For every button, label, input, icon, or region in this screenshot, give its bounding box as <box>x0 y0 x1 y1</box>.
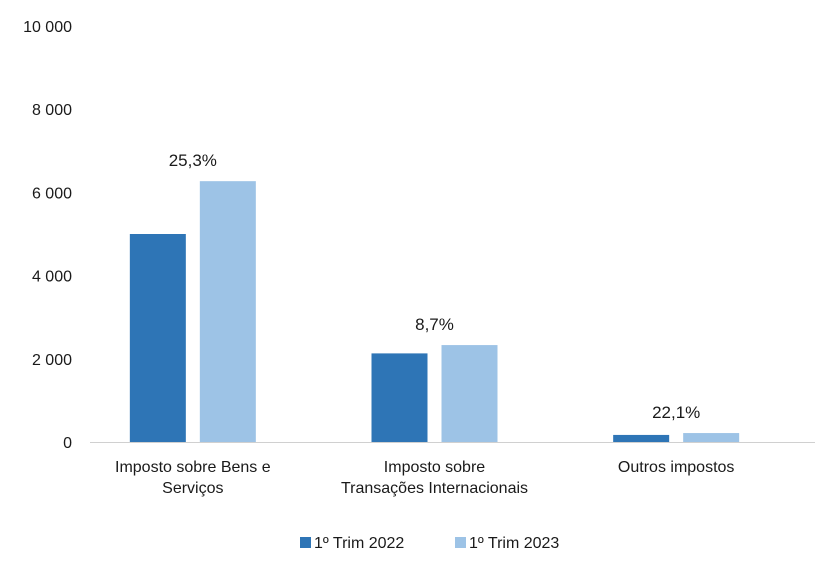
category-label: Outros impostos <box>618 459 734 476</box>
bar-trim-2023 <box>199 181 256 442</box>
category-label: Imposto sobre <box>384 459 485 476</box>
legend-swatch <box>455 537 466 548</box>
bar-trim-2023 <box>441 345 498 442</box>
y-tick-label: 6 000 <box>32 185 72 202</box>
y-tick-label: 4 000 <box>32 269 72 286</box>
bar-trim-2023 <box>683 433 740 442</box>
bars <box>129 181 740 442</box>
y-axis: 0 2 000 4 000 6 000 8 000 10 000 <box>23 19 72 452</box>
y-tick-label: 2 000 <box>32 352 72 369</box>
bar-trim-2022 <box>129 234 186 442</box>
legend-label: 1º Trim 2023 <box>469 535 559 552</box>
legend-label: 1º Trim 2022 <box>314 535 404 552</box>
bar-trim-2022 <box>613 434 670 442</box>
annotations: 25,3% 8,7% 22,1% <box>169 151 701 422</box>
category-label: Transações Internacionais <box>341 480 528 497</box>
category-label: Imposto sobre Bens e <box>115 459 271 476</box>
y-tick-label: 10 000 <box>23 19 72 36</box>
y-tick-label: 8 000 <box>32 102 72 119</box>
growth-annotation: 25,3% <box>169 151 217 170</box>
legend-swatch <box>300 537 311 548</box>
bar-trim-2022 <box>371 353 428 442</box>
category-label: Serviços <box>162 480 223 497</box>
growth-annotation: 8,7% <box>415 315 454 334</box>
category-labels: Imposto sobre Bens e Serviços Imposto sobr… <box>115 459 734 497</box>
growth-annotation: 22,1% <box>652 403 700 422</box>
legend: 1º Trim 2022 1º Trim 2023 <box>300 535 559 552</box>
y-tick-label: 0 <box>63 435 72 452</box>
